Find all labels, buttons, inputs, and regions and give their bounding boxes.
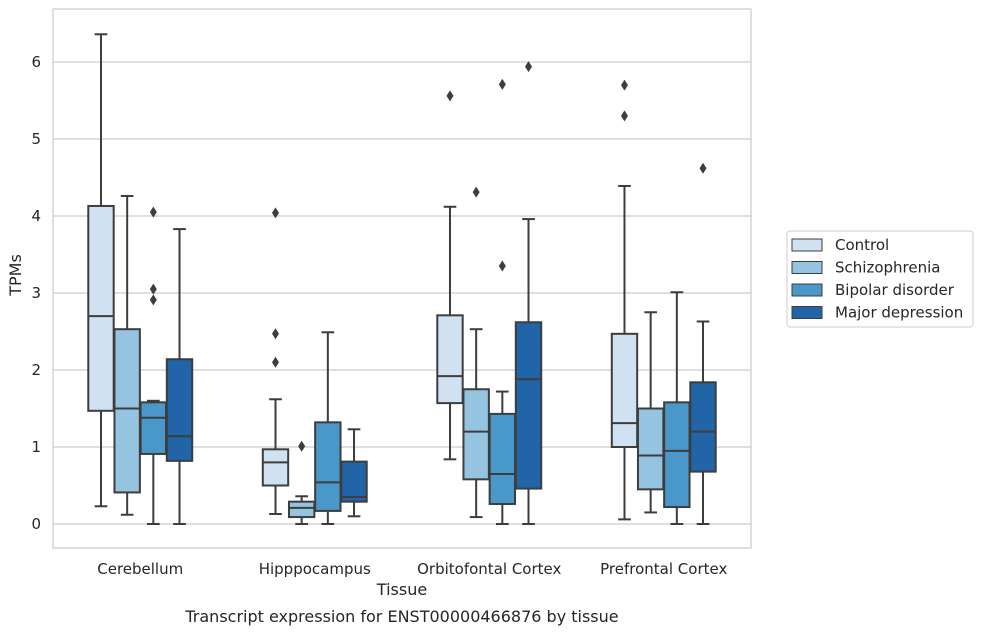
box-group: [488, 78, 517, 525]
box: [488, 412, 517, 505]
y-tick-label: 6: [31, 53, 41, 71]
box-group: [340, 428, 368, 518]
box-group: [636, 311, 665, 514]
box: [689, 381, 717, 473]
box-group: [165, 228, 194, 525]
outlier-point: [271, 328, 279, 340]
box: [663, 401, 691, 509]
box-group: [139, 206, 168, 525]
outlier-point: [271, 207, 279, 219]
outlier-point: [498, 260, 506, 272]
legend: Control Schizophrenia Bipolar disorder Majo…: [786, 230, 974, 328]
outlier-point: [149, 294, 157, 306]
y-axis: 0 1 2 3 4 5 6: [31, 53, 41, 533]
legend-label: Control: [835, 236, 889, 254]
box-group: [462, 186, 490, 519]
box: [610, 332, 639, 448]
y-axis-label: TPMs: [6, 254, 25, 297]
x-tick-label: Cerebellum: [97, 560, 183, 578]
legend-label: Bipolar disorder: [835, 281, 955, 299]
outlier-point: [699, 162, 707, 174]
plot-area: [87, 33, 717, 525]
box: [514, 321, 543, 490]
x-axis-label: Tissue: [376, 580, 427, 599]
outlier-point: [446, 90, 454, 102]
x-axis: Cerebellum Hipppocampus Orbitofontal Corte…: [97, 560, 727, 578]
box-group: [436, 90, 464, 461]
y-tick-label: 1: [31, 438, 41, 456]
y-tick-label: 5: [31, 130, 41, 148]
x-tick-label: Hipppocampus: [259, 560, 371, 578]
x-tick-label: Orbitofontal Cortex: [417, 560, 561, 578]
box: [165, 358, 194, 462]
outlier-point: [498, 78, 506, 90]
legend-frame: [786, 230, 974, 328]
box-group: [113, 194, 141, 516]
box: [261, 448, 290, 487]
legend-swatch: [791, 306, 823, 319]
outlier-point: [298, 440, 306, 452]
legend-label: Major depression: [835, 304, 963, 322]
box: [340, 460, 368, 503]
box-group: [314, 331, 342, 525]
box: [314, 421, 342, 512]
box-group: [287, 440, 316, 525]
plot-frame: [52, 8, 752, 549]
box-group: [87, 33, 115, 508]
outlier-point: [149, 283, 157, 295]
box-group: [514, 61, 543, 525]
box: [139, 401, 168, 455]
box: [462, 388, 490, 481]
legend-swatch: [791, 261, 823, 274]
legend-swatch: [791, 238, 823, 252]
outlier-point: [620, 110, 628, 122]
outlier-point: [472, 186, 480, 198]
chart-caption: Transcript expression for ENST0000046687…: [184, 607, 618, 626]
y-tick-label: 3: [31, 284, 41, 302]
box: [636, 407, 665, 491]
box: [287, 500, 316, 519]
box-group: [610, 79, 639, 521]
outlier-point: [620, 79, 628, 91]
outlier-point: [149, 206, 157, 218]
outlier-point: [525, 61, 533, 73]
box: [87, 204, 115, 412]
y-tick-label: 4: [31, 207, 41, 225]
y-tick-label: 0: [31, 515, 41, 533]
box: [436, 314, 464, 405]
box-group: [663, 291, 691, 525]
legend-label: Schizophrenia: [835, 259, 940, 277]
x-tick-label: Prefrontal Cortex: [600, 560, 727, 578]
y-tick-label: 2: [31, 361, 41, 379]
box-group: [689, 162, 717, 525]
outlier-point: [271, 356, 279, 368]
legend-swatch: [791, 283, 823, 297]
box-group: [261, 207, 290, 515]
box: [113, 328, 141, 494]
